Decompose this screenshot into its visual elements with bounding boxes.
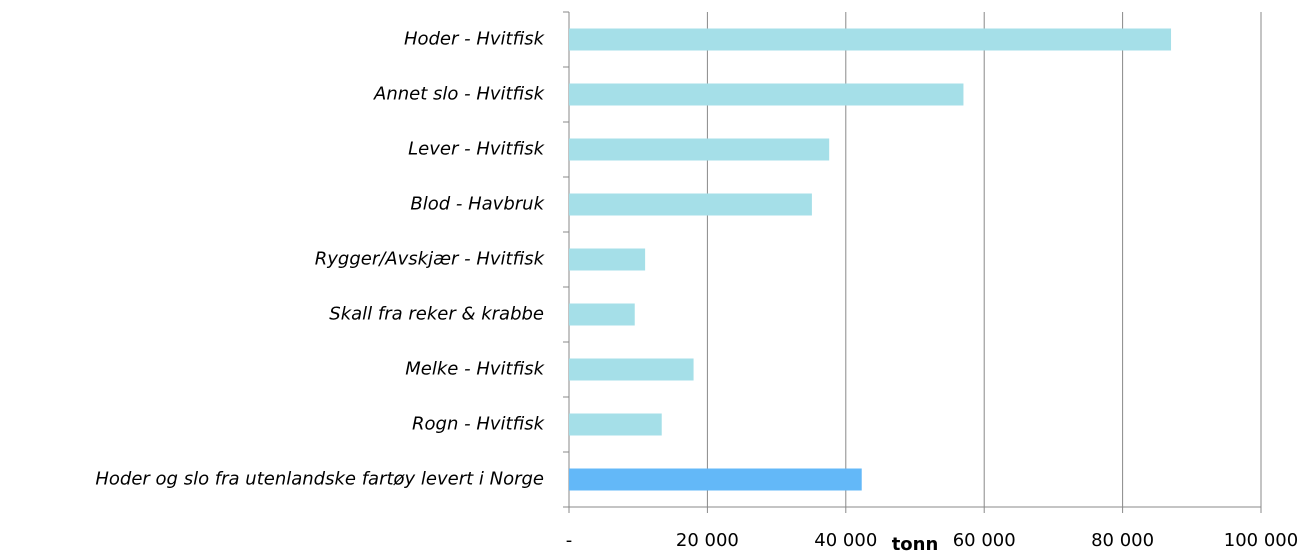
y-tick-label: Hoder og slo fra utenlandske fartøy leve…: [95, 469, 544, 490]
y-tick-label: Lever - Hvitfisk: [408, 139, 545, 160]
x-tick-label: 40 000: [814, 530, 877, 551]
y-tick-label: Skall fra reker & krabbe: [329, 304, 544, 325]
y-tick-label: Rygger/Avskjær - Hvitfisk: [315, 249, 546, 270]
y-tick-label: Hoder - Hvitfisk: [404, 29, 546, 50]
x-tick-label: 100 000: [1224, 530, 1298, 551]
x-tick-label: 60 000: [953, 530, 1016, 551]
bar: [569, 413, 662, 436]
bar: [569, 193, 812, 216]
x-tick-label: -: [566, 530, 573, 551]
bar: [569, 28, 1172, 51]
y-tick-label: Annet slo - Hvitfisk: [373, 84, 546, 105]
x-axis-label: tonn: [892, 534, 939, 553]
y-tick-label: Melke - Hvitfisk: [405, 359, 545, 380]
bar: [569, 468, 862, 491]
x-tick-label: 80 000: [1091, 530, 1154, 551]
y-tick-label: Rogn - Hvitfisk: [412, 414, 546, 435]
bar: [569, 358, 694, 381]
bar: [569, 248, 646, 271]
bar: [569, 83, 964, 106]
bar: [569, 303, 635, 326]
y-tick-label: Blod - Havbruk: [410, 194, 545, 215]
bar: [569, 138, 830, 161]
x-tick-label: 20 000: [676, 530, 739, 551]
